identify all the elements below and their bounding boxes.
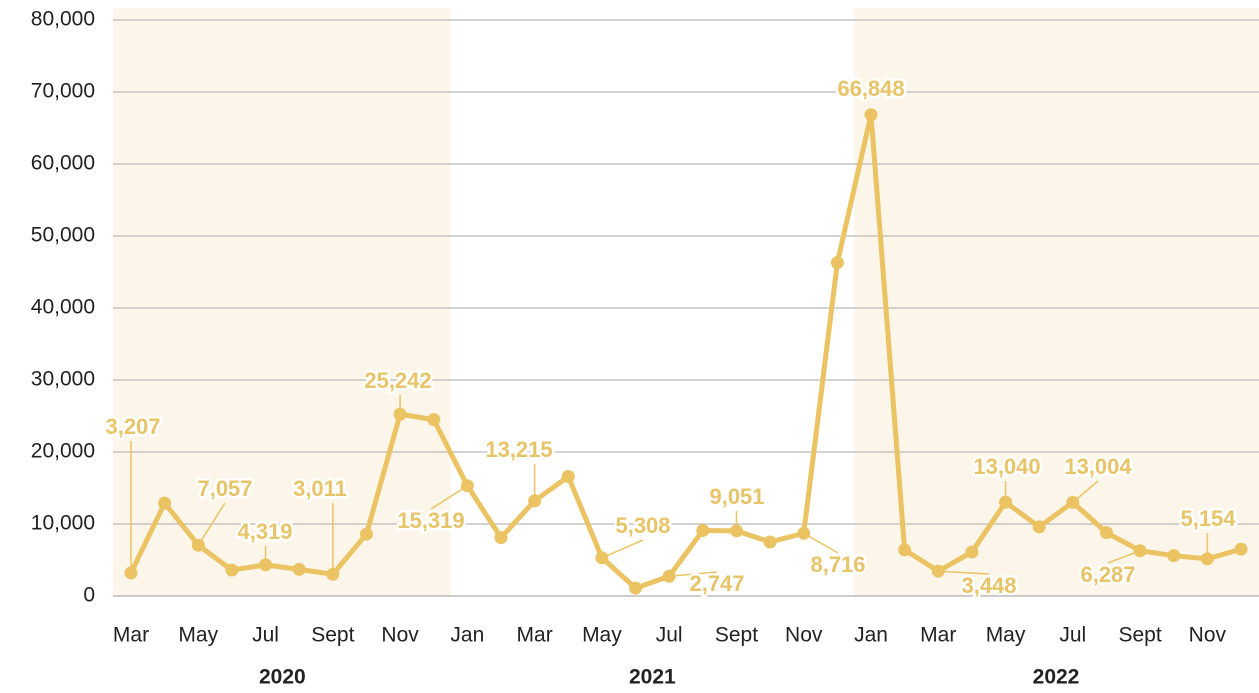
point bbox=[931, 564, 945, 578]
data-label: 2,747 bbox=[689, 571, 744, 596]
x-tick-label: Mar bbox=[920, 624, 956, 647]
x-tick-label: Jul bbox=[656, 624, 683, 647]
point bbox=[662, 569, 676, 583]
x-tick-label: Nov bbox=[381, 624, 419, 647]
leader-line bbox=[430, 485, 468, 510]
data-label: 9,051 bbox=[709, 484, 764, 509]
point bbox=[629, 581, 643, 595]
point bbox=[528, 494, 542, 508]
point bbox=[359, 527, 373, 541]
data-label: 8,716 bbox=[810, 552, 865, 577]
x-tick-label: Sept bbox=[1118, 624, 1161, 647]
x-tick-label: Sept bbox=[715, 624, 758, 647]
y-tick-label: 60,000 bbox=[31, 152, 95, 175]
x-tick-label: May bbox=[178, 624, 218, 647]
data-label: 13,040 bbox=[973, 454, 1040, 479]
leader-line bbox=[197, 502, 226, 546]
x-tick-label: Nov bbox=[785, 624, 823, 647]
leaders bbox=[130, 395, 1209, 577]
data-label: 4,319 bbox=[237, 519, 292, 544]
x-tick-label: Sept bbox=[311, 624, 354, 647]
data-label: 3,011 bbox=[293, 476, 347, 501]
x-tick-label: Jan bbox=[450, 624, 484, 647]
y-tick-label: 0 bbox=[83, 584, 95, 607]
data-label: 6,287 bbox=[1080, 562, 1135, 587]
data-label: 25,242 bbox=[364, 368, 431, 393]
point bbox=[797, 526, 811, 540]
data-label: 5,154 bbox=[1180, 506, 1236, 531]
shading bbox=[113, 8, 1259, 596]
year-band bbox=[113, 8, 451, 596]
point bbox=[191, 538, 205, 552]
y-tick-label: 70,000 bbox=[31, 80, 95, 103]
point bbox=[830, 256, 844, 270]
leader-line bbox=[803, 532, 839, 554]
point bbox=[1167, 549, 1181, 563]
point bbox=[259, 558, 273, 572]
data-label: 3,448 bbox=[961, 573, 1016, 598]
point bbox=[729, 524, 743, 538]
grid bbox=[113, 19, 1259, 597]
point bbox=[1032, 520, 1046, 534]
x-tick-label: Nov bbox=[1189, 624, 1227, 647]
data-label: 7,057 bbox=[197, 476, 252, 501]
leader-line bbox=[669, 571, 718, 577]
x-tick-label: Mar bbox=[113, 624, 149, 647]
data-label: 13,215 bbox=[485, 437, 552, 462]
data-label: 3,207 bbox=[105, 414, 160, 439]
year-label: 2021 bbox=[629, 666, 676, 689]
y-tick-label: 10,000 bbox=[31, 512, 95, 535]
y-tick-label: 20,000 bbox=[31, 440, 95, 463]
data-label: 13,004 bbox=[1064, 454, 1132, 479]
line bbox=[128, 112, 1242, 591]
x-tick-label: May bbox=[986, 624, 1026, 647]
x-tick-label: Jul bbox=[252, 624, 279, 647]
point bbox=[326, 567, 340, 581]
year-band bbox=[854, 8, 1259, 596]
point bbox=[763, 535, 777, 549]
y-tick-label: 40,000 bbox=[31, 296, 95, 319]
leader-line bbox=[601, 539, 644, 559]
point bbox=[1133, 544, 1147, 558]
point bbox=[124, 566, 138, 580]
y-tick-label: 50,000 bbox=[31, 224, 95, 247]
x-tick-label: Jul bbox=[1059, 624, 1086, 647]
x-tick-label: Jan bbox=[854, 624, 888, 647]
point bbox=[999, 495, 1013, 509]
point bbox=[158, 496, 172, 510]
point bbox=[1234, 542, 1248, 556]
point bbox=[393, 407, 407, 421]
y-tick-label: 80,000 bbox=[31, 8, 95, 31]
point bbox=[1066, 495, 1080, 509]
point bbox=[561, 469, 575, 483]
point bbox=[898, 543, 912, 557]
point bbox=[1099, 526, 1113, 540]
point bbox=[292, 562, 306, 576]
x-tick-label: May bbox=[582, 624, 622, 647]
x-tick-label: Mar bbox=[517, 624, 553, 647]
point bbox=[225, 563, 239, 577]
point bbox=[696, 523, 710, 537]
data-label: 5,308 bbox=[615, 513, 670, 538]
point bbox=[595, 551, 609, 565]
data-label: 66,848 bbox=[837, 76, 904, 101]
year-label: 2022 bbox=[1033, 666, 1080, 689]
y-tick-label: 30,000 bbox=[31, 368, 95, 391]
point bbox=[460, 479, 474, 493]
point bbox=[494, 531, 508, 545]
point bbox=[864, 108, 878, 122]
point bbox=[1200, 552, 1214, 566]
point bbox=[965, 545, 979, 559]
data-label: 15,319 bbox=[397, 508, 464, 533]
leader-line bbox=[938, 570, 990, 575]
year-label: 2020 bbox=[259, 666, 306, 689]
point bbox=[427, 413, 441, 427]
